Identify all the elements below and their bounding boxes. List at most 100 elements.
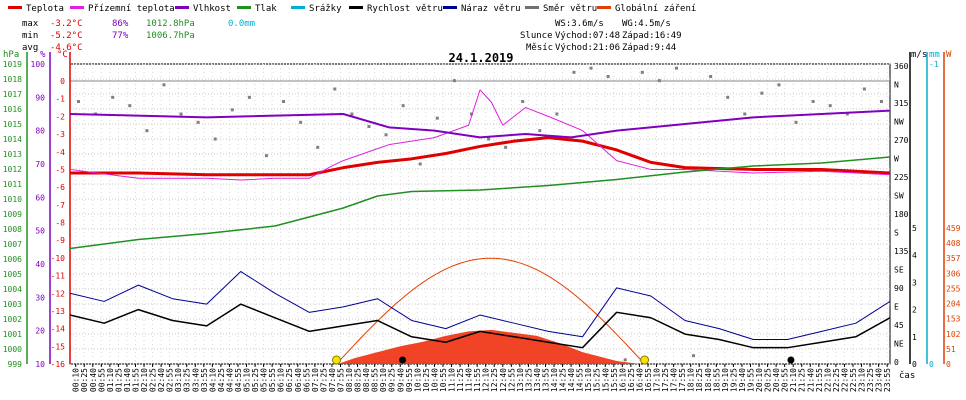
stats-max-hum: 86%	[112, 19, 129, 29]
wind-direction-point	[606, 75, 610, 78]
wind-direction-point	[504, 145, 508, 149]
x-tick-label: 10:40	[430, 368, 439, 392]
x-tick-label: 16:40	[635, 368, 644, 392]
x-tick-label: 20:40	[772, 368, 781, 392]
x-tick-label: 05:40	[260, 368, 269, 392]
direction-tick-label: 0	[894, 358, 899, 367]
temperature-tick-label: -16	[51, 360, 66, 369]
plot-frame	[69, 63, 891, 365]
pressure-tick-label: 1019	[3, 60, 22, 69]
wind-direction-point	[862, 87, 866, 91]
x-tick-label: 19:10	[721, 368, 730, 392]
humidity-tick-label: 30	[35, 293, 45, 302]
chart-title: 24.1.2019	[448, 51, 513, 65]
wind-direction-point	[128, 104, 132, 108]
x-tick-label: 18:25	[695, 368, 704, 392]
x-tick-label: 03:25	[183, 368, 192, 392]
x-tick-label: 06:25	[285, 368, 294, 392]
x-tick-label: 09:40	[396, 368, 405, 392]
x-tick-label: 08:10	[345, 368, 354, 392]
radiation-tick-label: 306	[946, 269, 961, 278]
wind-direction-point	[692, 354, 696, 358]
wind-direction-point	[521, 100, 525, 103]
direction-tick-label: SW	[894, 192, 904, 201]
unit-deg: °C	[57, 50, 68, 60]
x-tick-label: 22:40	[840, 368, 849, 392]
humidity-tick-label: 80	[35, 127, 45, 136]
x-tick-label: 00:25	[80, 368, 89, 392]
radiation-tick-label: 102	[946, 330, 961, 339]
wind-direction-point	[367, 125, 371, 128]
radiation-area	[337, 329, 640, 364]
pressure-tick-label: 1018	[3, 75, 22, 84]
temperature-tick-label: -15	[51, 342, 66, 351]
x-tick-label: 10:25	[422, 368, 431, 392]
plot-area	[69, 66, 891, 365]
pressure-tick-label: 1007	[3, 240, 22, 249]
humidity-tick-label: 60	[35, 193, 45, 202]
temperature-tick-label: -5	[55, 165, 65, 174]
x-tick-label: 07:40	[328, 368, 337, 392]
radiation-tick-label: 255	[946, 284, 961, 293]
pressure-tick-label: 1013	[3, 150, 22, 159]
pressure-tick-label: 1000	[3, 345, 22, 354]
x-tick-label: 17:25	[661, 368, 670, 392]
direction-tick-label: 90	[894, 284, 904, 293]
wind-tick-label: 5	[912, 224, 917, 233]
stats-min-label: min	[22, 31, 38, 41]
series-line-vlhkost	[69, 109, 891, 139]
sunrise-marker	[332, 355, 341, 365]
wind-wg: WG:4.5m/s	[622, 19, 671, 29]
axes: 00:10 00:25 00:40 00:55 01:10 01:25 01:40 01:55…	[3, 52, 961, 392]
legend-swatch	[70, 6, 84, 9]
temperature-tick-label: -9	[55, 236, 65, 245]
wind-direction-point	[811, 100, 815, 103]
temperature-tick-label: -12	[51, 289, 66, 298]
humidity-tick-label: 50	[35, 227, 45, 236]
x-tick-label: 23:55	[883, 368, 892, 392]
x-tick-label: 11:40	[465, 368, 474, 392]
temperature-tick-label: -3	[55, 130, 65, 139]
direction-tick-label: W	[894, 155, 899, 164]
unit-hpa: hPa	[3, 50, 19, 60]
x-tick-label: 15:25	[593, 368, 602, 392]
x-tick-label: 12:10	[482, 368, 491, 392]
temperature-tick-label: -8	[55, 219, 65, 228]
pressure-tick-label: 1017	[3, 90, 22, 99]
wind-direction-point	[794, 120, 798, 124]
unit-labels: hPa % °C m/s mm W čas	[3, 50, 952, 381]
direction-tick-label: N	[894, 81, 899, 90]
pressure-tick-label: 1002	[3, 315, 22, 324]
x-tick-label: 01:10	[106, 368, 115, 392]
radiation-tick-label: 153	[946, 315, 961, 324]
x-tick-label: 13:55	[541, 368, 550, 392]
x-tick-label: 14:10	[550, 368, 559, 392]
radiation-tick-label: 0	[946, 360, 951, 369]
moonset-text: Západ:9:44	[622, 43, 676, 53]
wind-direction-point	[264, 154, 268, 158]
moonrise-text: Východ:21:06	[555, 43, 620, 53]
humidity-tick-label: 40	[35, 260, 45, 269]
x-tick-label: 02:55	[166, 368, 175, 392]
humidity-tick-label: 20	[35, 327, 45, 336]
wind-direction-point	[299, 120, 303, 124]
wind-direction-point	[845, 112, 849, 116]
x-tick-label: 20:55	[781, 368, 790, 392]
x-tick-label: 22:25	[832, 368, 841, 392]
direction-tick-label: 315	[894, 99, 909, 108]
temperature-tick-label: -14	[51, 325, 66, 334]
wind-direction-point	[213, 137, 217, 141]
direction-tick-label: 360	[894, 62, 909, 71]
wind-direction-point	[230, 108, 234, 112]
x-tick-label: 22:55	[849, 368, 858, 392]
clear-sky-curve	[336, 257, 643, 365]
legend-swatch	[291, 6, 305, 9]
wind-direction-point	[726, 95, 730, 99]
direction-tick-label: NW	[894, 118, 904, 127]
wind-direction-point	[384, 133, 388, 137]
wind-direction-point	[77, 100, 81, 103]
wind-direction-point	[623, 358, 627, 362]
x-tick-label: 19:55	[746, 368, 755, 392]
x-tick-label: 18:55	[712, 368, 721, 392]
